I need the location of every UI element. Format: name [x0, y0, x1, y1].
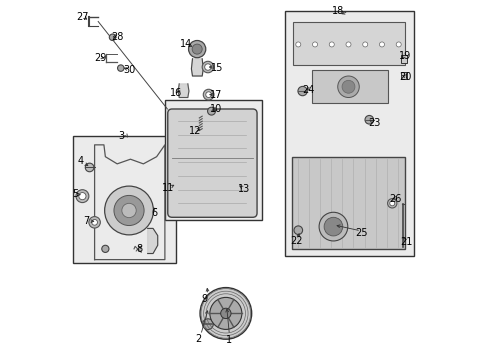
Circle shape: [207, 107, 215, 115]
Bar: [292, 22, 404, 65]
Circle shape: [114, 195, 144, 226]
Bar: [400, 72, 406, 78]
Text: 1: 1: [226, 334, 232, 345]
Circle shape: [192, 44, 202, 54]
Text: 13: 13: [238, 184, 250, 194]
Text: 2: 2: [195, 333, 202, 343]
Text: 20: 20: [398, 72, 410, 82]
Text: 15: 15: [211, 63, 224, 73]
Text: 8: 8: [137, 244, 142, 254]
Circle shape: [319, 212, 347, 241]
Circle shape: [295, 42, 300, 47]
Text: 3: 3: [119, 131, 124, 141]
Text: 19: 19: [398, 51, 410, 61]
Text: 9: 9: [201, 294, 207, 304]
Circle shape: [202, 61, 213, 73]
Text: 14: 14: [180, 40, 192, 49]
Circle shape: [364, 116, 373, 124]
Circle shape: [395, 42, 400, 47]
Text: 22: 22: [290, 236, 302, 246]
Circle shape: [297, 86, 306, 96]
Circle shape: [328, 42, 334, 47]
Circle shape: [92, 220, 97, 225]
Circle shape: [102, 245, 109, 252]
Text: 7: 7: [83, 216, 90, 226]
Text: 30: 30: [123, 65, 136, 75]
Text: 24: 24: [302, 85, 314, 95]
Circle shape: [324, 217, 342, 236]
Text: 18: 18: [332, 6, 344, 16]
Circle shape: [205, 92, 211, 98]
Circle shape: [76, 190, 89, 203]
Circle shape: [85, 163, 94, 172]
Circle shape: [341, 80, 354, 93]
Circle shape: [346, 42, 350, 47]
Text: 12: 12: [188, 126, 201, 135]
Text: 10: 10: [210, 104, 222, 114]
Text: 4: 4: [77, 156, 83, 166]
Circle shape: [109, 34, 116, 41]
Text: 6: 6: [151, 208, 157, 218]
Text: 29: 29: [94, 53, 106, 63]
Bar: [164, 100, 261, 220]
Bar: [291, 157, 404, 249]
Circle shape: [89, 217, 100, 228]
Circle shape: [79, 193, 86, 200]
Text: 26: 26: [389, 194, 401, 204]
Bar: [400, 55, 406, 63]
Text: 21: 21: [400, 237, 412, 247]
Circle shape: [362, 42, 367, 47]
Polygon shape: [191, 59, 203, 76]
Bar: [311, 70, 387, 103]
Circle shape: [203, 89, 214, 100]
FancyBboxPatch shape: [167, 109, 257, 217]
Text: 16: 16: [169, 88, 182, 98]
Text: 27: 27: [76, 12, 88, 22]
Circle shape: [387, 199, 396, 208]
Text: 5: 5: [72, 189, 78, 199]
Circle shape: [104, 186, 153, 235]
Circle shape: [117, 65, 124, 71]
Circle shape: [293, 226, 302, 234]
Text: 23: 23: [367, 118, 380, 128]
Text: 28: 28: [111, 32, 123, 41]
Circle shape: [200, 288, 251, 339]
Text: 17: 17: [210, 90, 222, 100]
Circle shape: [337, 76, 359, 98]
Polygon shape: [178, 84, 188, 98]
Circle shape: [202, 319, 213, 329]
Text: 25: 25: [354, 228, 366, 238]
Circle shape: [209, 297, 242, 329]
Circle shape: [379, 42, 384, 47]
Bar: [73, 136, 175, 263]
Circle shape: [122, 203, 136, 218]
Circle shape: [204, 64, 211, 70]
Polygon shape: [147, 228, 158, 253]
Circle shape: [312, 42, 317, 47]
Bar: [284, 11, 413, 256]
Text: 11: 11: [162, 183, 174, 193]
Circle shape: [389, 201, 394, 206]
Circle shape: [188, 41, 205, 58]
Circle shape: [220, 308, 230, 319]
